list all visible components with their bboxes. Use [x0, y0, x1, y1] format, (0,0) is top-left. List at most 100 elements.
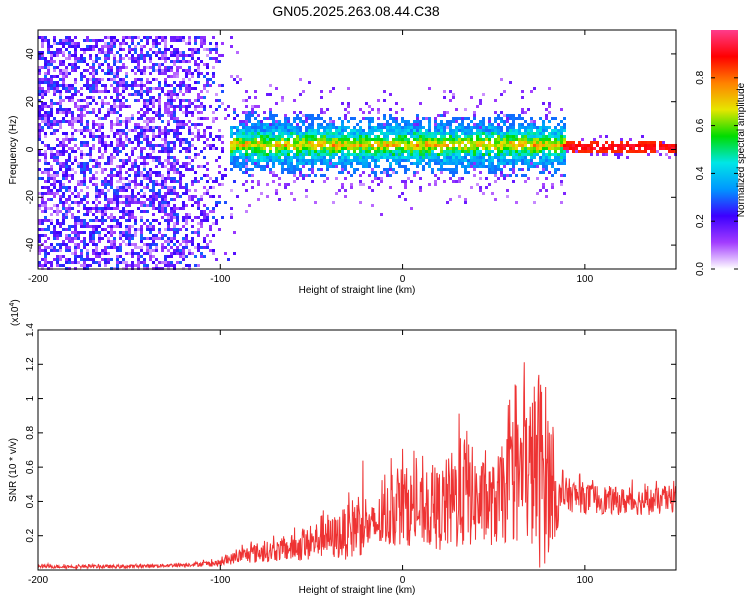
spectrogram-cell [137, 165, 140, 168]
spectrogram-cell [143, 222, 146, 225]
spectrogram-cell [440, 162, 443, 165]
spectrogram-cell [59, 60, 62, 63]
spectrogram-cell [479, 120, 482, 123]
spectrogram-cell [473, 156, 476, 159]
spectrogram-cell [137, 99, 140, 102]
spectrogram-cell [308, 138, 311, 141]
spectrogram-cell [359, 141, 362, 144]
spectrogram-cell [101, 252, 104, 255]
spectrogram-cell [518, 132, 521, 135]
spectrogram-cell [134, 186, 137, 189]
spectrogram-cell [71, 174, 74, 177]
spectrogram-cell [434, 126, 437, 129]
spectrogram-cell [158, 48, 161, 51]
spectrogram-cell [437, 114, 440, 117]
spectrogram-cell [287, 150, 290, 153]
spectrogram-cell [245, 153, 248, 156]
spectrogram-cell [59, 144, 62, 147]
spectrogram-cell [506, 135, 509, 138]
spectrogram-cell [188, 42, 191, 45]
spectrogram-cell [374, 138, 377, 141]
spectrogram-cell [77, 147, 80, 150]
spectrogram-cell [119, 225, 122, 228]
spectrogram-cell [140, 150, 143, 153]
spectrogram-cell [197, 249, 200, 252]
spectrogram-cell [368, 120, 371, 123]
spectrogram-cell [299, 93, 302, 96]
spectrogram-cell [206, 84, 209, 87]
spectrogram-cell [104, 147, 107, 150]
spectrogram-cell [257, 183, 260, 186]
spectrogram-cell [50, 153, 53, 156]
spectrogram-cell [512, 144, 515, 147]
spectrogram-cell [89, 78, 92, 81]
spectrogram-cell [503, 120, 506, 123]
spectrogram-cell [527, 126, 530, 129]
spectrogram-cell [161, 36, 164, 39]
spectrogram-cell [146, 177, 149, 180]
spectrogram-cell [329, 117, 332, 120]
spectrogram-cell [485, 132, 488, 135]
spectrogram-cell [452, 180, 455, 183]
spectrogram-cell [146, 237, 149, 240]
spectrogram-cell [92, 48, 95, 51]
spectrogram-cell [347, 150, 350, 153]
spectrogram-cell [191, 123, 194, 126]
spectrogram-cell [332, 138, 335, 141]
spectrogram-cell [416, 156, 419, 159]
spectrogram-cell [428, 153, 431, 156]
spectrogram-cell [164, 195, 167, 198]
spectrogram-cell [146, 90, 149, 93]
spectrogram-cell [254, 96, 257, 99]
spectrogram-cell [143, 174, 146, 177]
spectrogram-cell [269, 93, 272, 96]
spectrogram-cell [152, 144, 155, 147]
spectrogram-cell [152, 192, 155, 195]
snr-y-tick-label: 1 [25, 395, 36, 401]
spectrogram-cell [557, 159, 560, 162]
spectrogram-cell [143, 210, 146, 213]
spectrogram-cell [521, 174, 524, 177]
spectrogram-cell [125, 84, 128, 87]
spectrogram-cell [272, 162, 275, 165]
spectrogram-cell [482, 153, 485, 156]
spectrogram-cell [167, 156, 170, 159]
spectrogram-cell [251, 150, 254, 153]
spectrogram-cell [284, 150, 287, 153]
spectrogram-cell [416, 132, 419, 135]
spectrogram-cell [206, 78, 209, 81]
spectrogram-cell [659, 147, 662, 150]
spectrogram-cell [497, 147, 500, 150]
spectrogram-cell [62, 153, 65, 156]
spectrogram-cell [257, 120, 260, 123]
spectrogram-cell [251, 111, 254, 114]
spectrogram-cell [410, 129, 413, 132]
spectrogram-cell [80, 222, 83, 225]
spectrogram-cell [368, 129, 371, 132]
spectrogram-cell [356, 141, 359, 144]
spectrogram-cell [560, 162, 563, 165]
spectrogram-cell [530, 150, 533, 153]
spectrogram-cell [350, 144, 353, 147]
spectrogram-cell [554, 171, 557, 174]
spectrogram-cell [143, 186, 146, 189]
spectrogram-cell [104, 51, 107, 54]
spectrogram-cell [341, 165, 344, 168]
spectrogram-cell [110, 126, 113, 129]
spectrogram-cell [563, 135, 566, 138]
spectrogram-cell [41, 114, 44, 117]
spectrogram-cell [143, 195, 146, 198]
spectrogram-cell [134, 234, 137, 237]
spectrogram-cell [185, 222, 188, 225]
spectrogram-cell [590, 147, 593, 150]
spectrogram-cell [107, 45, 110, 48]
spectrogram-cell [506, 162, 509, 165]
spectrogram-cell [56, 171, 59, 174]
spectrogram-cell [419, 153, 422, 156]
spectrogram-cell [188, 78, 191, 81]
spectrogram-cell [194, 42, 197, 45]
spectrogram-cell [194, 48, 197, 51]
spectrogram-cell [62, 69, 65, 72]
spectrogram-cell [158, 192, 161, 195]
spectrogram-cell [299, 147, 302, 150]
